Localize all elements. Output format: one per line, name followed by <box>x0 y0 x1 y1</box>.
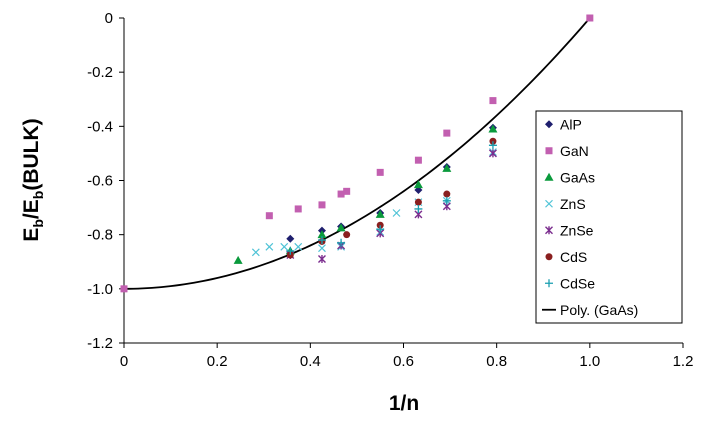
data-point <box>443 129 451 137</box>
data-point <box>489 137 497 145</box>
data-point <box>414 198 422 206</box>
legend-label: CdS <box>560 249 587 265</box>
series-alp <box>286 123 497 243</box>
data-point <box>294 205 302 213</box>
legend-entry: GaN <box>545 143 589 159</box>
y-tick-label: -0.6 <box>87 173 113 190</box>
data-point <box>318 201 326 209</box>
legend-marker <box>545 120 553 129</box>
legend: AlP GaN GaAs ZnS ZnSe CdS CdSe Poly. (GaAs) <box>535 110 683 324</box>
axes: 0 0.2 0.4 0.6 0.8 1.0 1.2 0 -0.2 -0.4 -0.6 -0.8 -1.0… <box>87 10 693 370</box>
legend-marker <box>545 147 553 155</box>
data-point <box>233 255 243 264</box>
y-tick-label: 0 <box>105 10 113 27</box>
data-point <box>336 223 346 232</box>
series-znse <box>286 149 497 264</box>
data-point <box>488 141 497 150</box>
data-point <box>265 212 273 220</box>
data-point <box>343 187 351 195</box>
data-point <box>318 244 326 253</box>
legend-entry: ZnSe <box>545 222 594 238</box>
data-point <box>489 97 497 105</box>
legend-entry: ZnS <box>545 196 586 212</box>
legend-box <box>535 110 683 324</box>
legend-marker <box>545 199 553 208</box>
legend-label: CdSe <box>560 275 595 291</box>
y-tick-label: -0.4 <box>87 118 113 135</box>
data-point <box>286 251 294 259</box>
data-point <box>120 285 128 293</box>
y-tick-label: -0.8 <box>87 227 113 244</box>
series-cds <box>286 137 497 259</box>
data-point <box>337 190 345 198</box>
data-point <box>337 238 346 247</box>
x-tick-label: 1.0 <box>579 353 600 370</box>
y-axis-label-tail: (BULK) <box>20 118 43 190</box>
data-point <box>294 242 303 251</box>
legend-label: ZnSe <box>560 222 594 238</box>
data-point <box>443 190 451 198</box>
data-point <box>488 149 497 158</box>
legend-marker <box>545 253 553 261</box>
data-points <box>120 14 594 293</box>
legend-label: GaAs <box>560 169 595 185</box>
x-axis-label: 1/n <box>389 392 419 415</box>
x-tick-label: 1.2 <box>673 353 694 370</box>
data-point <box>442 163 452 172</box>
data-point <box>414 156 422 164</box>
series-cdse <box>286 141 497 255</box>
x-tick-label: 0.4 <box>300 353 321 370</box>
trendline-poly-gaas <box>123 17 591 290</box>
legend-label: AlP <box>560 116 582 132</box>
y-axis-label-sub2: b <box>30 191 46 200</box>
data-point <box>317 255 326 264</box>
legend-entry: CdSe <box>545 275 595 291</box>
data-point <box>586 14 594 22</box>
data-point <box>376 225 385 234</box>
x-tick-label: 0.6 <box>393 353 414 370</box>
data-point <box>317 236 326 245</box>
legend-marker <box>545 279 553 288</box>
data-point <box>376 221 384 229</box>
legend-label: ZnS <box>560 196 586 212</box>
y-axis-label-sub1: b <box>30 219 46 228</box>
legend-entry: CdS <box>545 249 587 265</box>
y-tick-label: -1.0 <box>87 281 113 298</box>
data-point <box>265 242 274 251</box>
data-point <box>343 231 351 239</box>
series-gaas <box>233 124 498 264</box>
legend-label: GaN <box>560 143 589 159</box>
data-point <box>413 180 423 189</box>
legend-entry: Poly. (GaAs) <box>542 302 638 318</box>
x-tick-label: 0.2 <box>207 353 228 370</box>
data-point <box>376 168 384 176</box>
data-point <box>286 234 295 243</box>
legend-entry: AlP <box>545 116 582 132</box>
series-gan <box>120 14 594 293</box>
data-point <box>442 196 451 205</box>
x-tick-label: 0.8 <box>486 353 507 370</box>
y-axis-label-main: E <box>20 228 43 242</box>
y-axis-label: Eb/Eb(BULK) <box>20 118 46 241</box>
data-point <box>375 209 385 218</box>
data-point <box>392 209 401 217</box>
y-tick-label: -0.2 <box>87 64 113 81</box>
data-point <box>280 242 289 251</box>
y-axis-label-mid: /E <box>20 199 43 219</box>
data-point <box>286 246 295 255</box>
legend-marker <box>544 172 554 181</box>
data-point <box>488 124 498 133</box>
y-tick-label: -1.2 <box>87 335 113 352</box>
data-point <box>414 204 423 213</box>
legend-marker <box>545 226 553 235</box>
data-point <box>251 248 260 257</box>
x-tick-label: 0 <box>120 353 128 370</box>
legend-label: Poly. (GaAs) <box>560 302 638 318</box>
data-point <box>317 230 327 239</box>
legend-entry: GaAs <box>544 169 595 185</box>
